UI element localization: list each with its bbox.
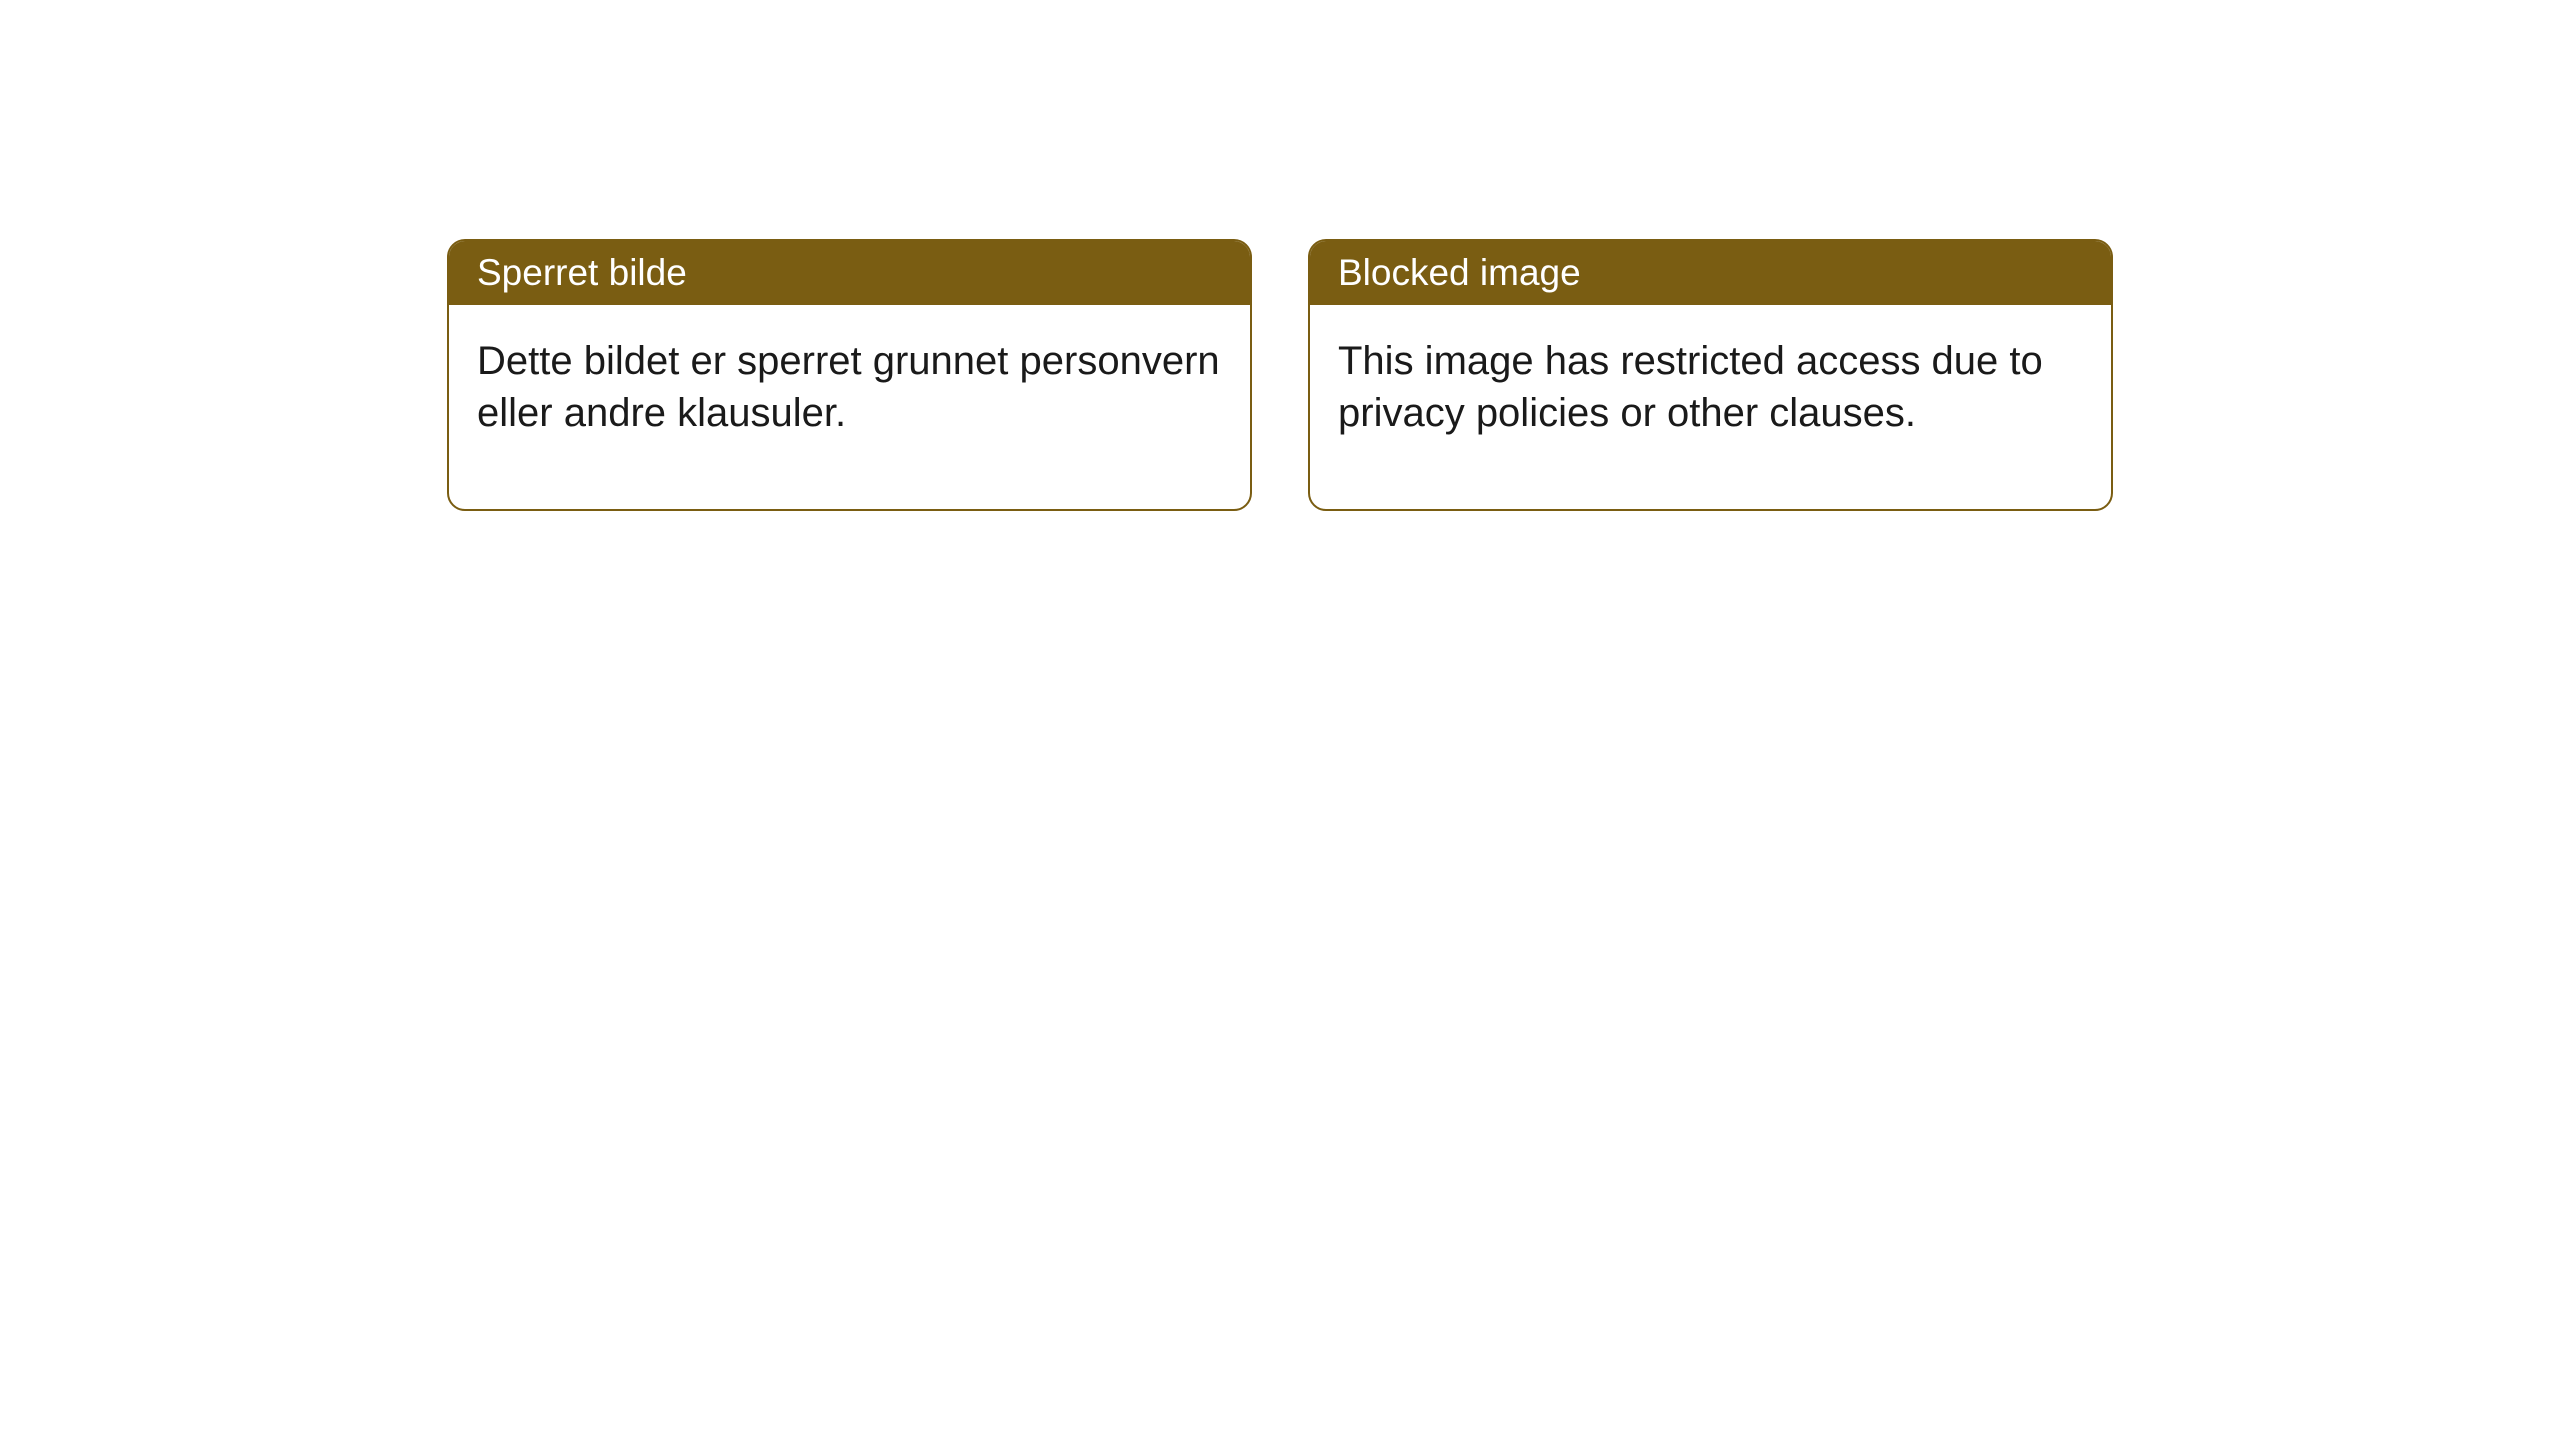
card-body-text: This image has restricted access due to … xyxy=(1338,339,2043,435)
card-body: This image has restricted access due to … xyxy=(1310,305,2111,509)
card-header: Sperret bilde xyxy=(449,241,1250,305)
blocked-image-card-english: Blocked image This image has restricted … xyxy=(1308,239,2113,511)
card-body-text: Dette bildet er sperret grunnet personve… xyxy=(477,339,1220,435)
notice-cards-container: Sperret bilde Dette bildet er sperret gr… xyxy=(447,239,2113,511)
card-header: Blocked image xyxy=(1310,241,2111,305)
card-title: Sperret bilde xyxy=(477,252,687,293)
card-title: Blocked image xyxy=(1338,252,1581,293)
card-body: Dette bildet er sperret grunnet personve… xyxy=(449,305,1250,509)
blocked-image-card-norwegian: Sperret bilde Dette bildet er sperret gr… xyxy=(447,239,1252,511)
